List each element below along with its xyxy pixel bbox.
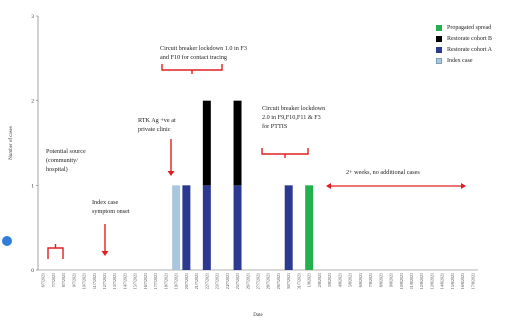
x-tick-label: 25/7/2021 (235, 273, 240, 289)
legend-item-propagated-spread: Propagated spread (436, 22, 492, 33)
legend-item-index-case: Index case (436, 55, 492, 66)
x-tick-label: 3/8/2021 (327, 273, 332, 287)
legend-label: Index case (447, 57, 473, 64)
x-tick-label: 26/7/2021 (245, 273, 250, 289)
x-tick-label: 29/7/2021 (276, 273, 281, 289)
x-tick-label: 14/8/2021 (440, 273, 445, 289)
y-axis-title: Number of cases (9, 126, 14, 160)
legend-swatch (436, 46, 442, 53)
x-tick-label: 12/8/2021 (419, 273, 424, 289)
cb1-bracket (161, 64, 223, 74)
y-tick-label: 2 (31, 99, 34, 105)
annotation-potential-source: Potential source (community/ hospital) (46, 148, 86, 173)
legend-swatch (436, 57, 442, 64)
x-tick-label: 8/8/2021 (378, 273, 383, 287)
legend-label: Restorate cohort A (447, 46, 492, 53)
source-bracket (47, 244, 64, 259)
x-tick-label: 9/8/2021 (389, 273, 394, 287)
x-tick-label: 6/8/2021 (358, 273, 363, 287)
annotation-circuit-breaker-2: Circuit breaker lockdown 2.0 in F9,F10,F… (262, 105, 326, 130)
x-tick-label: 23/7/2021 (215, 273, 220, 289)
x-tick-label: 28/7/2021 (266, 273, 271, 289)
y-tick-label: 1 (31, 183, 34, 189)
rtk-arrow-head (167, 171, 175, 176)
x-tick-label: 5/8/2021 (348, 273, 353, 287)
x-tick-label: 19/7/2021 (174, 273, 179, 289)
x-tick-label: 27/7/2021 (256, 273, 261, 289)
x-tick-label: 24/7/2021 (225, 273, 230, 289)
bar-restorate-cohort-b (202, 100, 211, 186)
x-tick-label: 15/7/2021 (133, 273, 138, 289)
x-tick-label: 22/7/2021 (204, 273, 209, 289)
annotation-no-additional-cases: 2+ weeks, no additional cases (346, 169, 420, 176)
x-tick-label: 13/8/2021 (429, 273, 434, 289)
y-tick-label: 3 (31, 14, 34, 20)
bar-index-case (172, 185, 181, 270)
x-tick-label: 11/8/2021 (409, 273, 414, 289)
y-tick-label: 0 (31, 268, 34, 274)
x-tick-label: 10/8/2021 (399, 273, 404, 289)
x-axis-title: Date (253, 313, 263, 318)
annotation-index-onset: Index case symptom onset (92, 199, 130, 215)
x-tick-label: 14/7/2021 (122, 273, 127, 289)
legend-item-cohort-a: Restorate cohort A (436, 44, 492, 55)
x-tick-label: 15/8/2021 (450, 273, 455, 289)
legend-swatch (436, 24, 442, 31)
x-tick-label: 16/8/2021 (460, 273, 465, 289)
index-onset-arrow-head (101, 251, 109, 256)
x-tick-label: 17/8/2021 (470, 273, 475, 289)
x-tick-label: 10/7/2021 (82, 273, 87, 289)
x-tick-label: 31/7/2021 (296, 273, 301, 289)
bar-restorate-cohort-b (233, 100, 242, 186)
legend-label: Restorate cohort B (447, 35, 492, 42)
x-tick-label: 4/8/2021 (337, 273, 342, 287)
x-tick-label: 20/7/2021 (184, 273, 189, 289)
annotation-circuit-breaker-1: Circuit breaker lockdown 1.0 in F3 and F… (160, 45, 247, 61)
x-tick-label: 1/8/2021 (307, 273, 312, 287)
x-tick-label: 21/7/2021 (194, 273, 199, 289)
bar-restorate-cohort-a (233, 185, 242, 270)
chart-legend: Propagated spread Restorate cohort B Res… (436, 22, 492, 66)
x-tick-label: 6/7/2021 (41, 273, 46, 287)
no-cases-arrow-left (326, 183, 331, 189)
bar-restorate-cohort-a (182, 185, 191, 270)
no-cases-arrow-right (461, 183, 466, 189)
x-tick-label: 8/7/2021 (61, 273, 66, 287)
x-tick-label: 7/7/2021 (51, 273, 56, 287)
x-tick-label: 17/7/2021 (153, 273, 158, 289)
x-tick-label: 12/7/2021 (102, 273, 107, 289)
bar-restorate-cohort-a (284, 185, 293, 270)
legend-item-cohort-b: Restorate cohort B (436, 33, 492, 44)
x-tick-label: 2/8/2021 (317, 273, 322, 287)
legend-label: Propagated spread (447, 24, 492, 31)
annotation-rtk-positive: RTK Ag +ve at private clinic (138, 117, 176, 133)
x-tick-label: 30/7/2021 (286, 273, 291, 289)
x-tick-label: 16/7/2021 (143, 273, 148, 289)
legend-swatch (436, 35, 442, 42)
bar-propagated-spread (305, 185, 314, 270)
x-tick-label: 9/7/2021 (71, 273, 76, 287)
x-tick-label: 13/7/2021 (112, 273, 117, 289)
x-tick-label: 18/7/2021 (163, 273, 168, 289)
cb2-bracket (261, 148, 309, 158)
x-tick-label: 7/8/2021 (368, 273, 373, 287)
bar-restorate-cohort-a (202, 185, 211, 270)
slide-nav-dot[interactable] (2, 236, 12, 246)
x-tick-label: 11/7/2021 (92, 273, 97, 289)
